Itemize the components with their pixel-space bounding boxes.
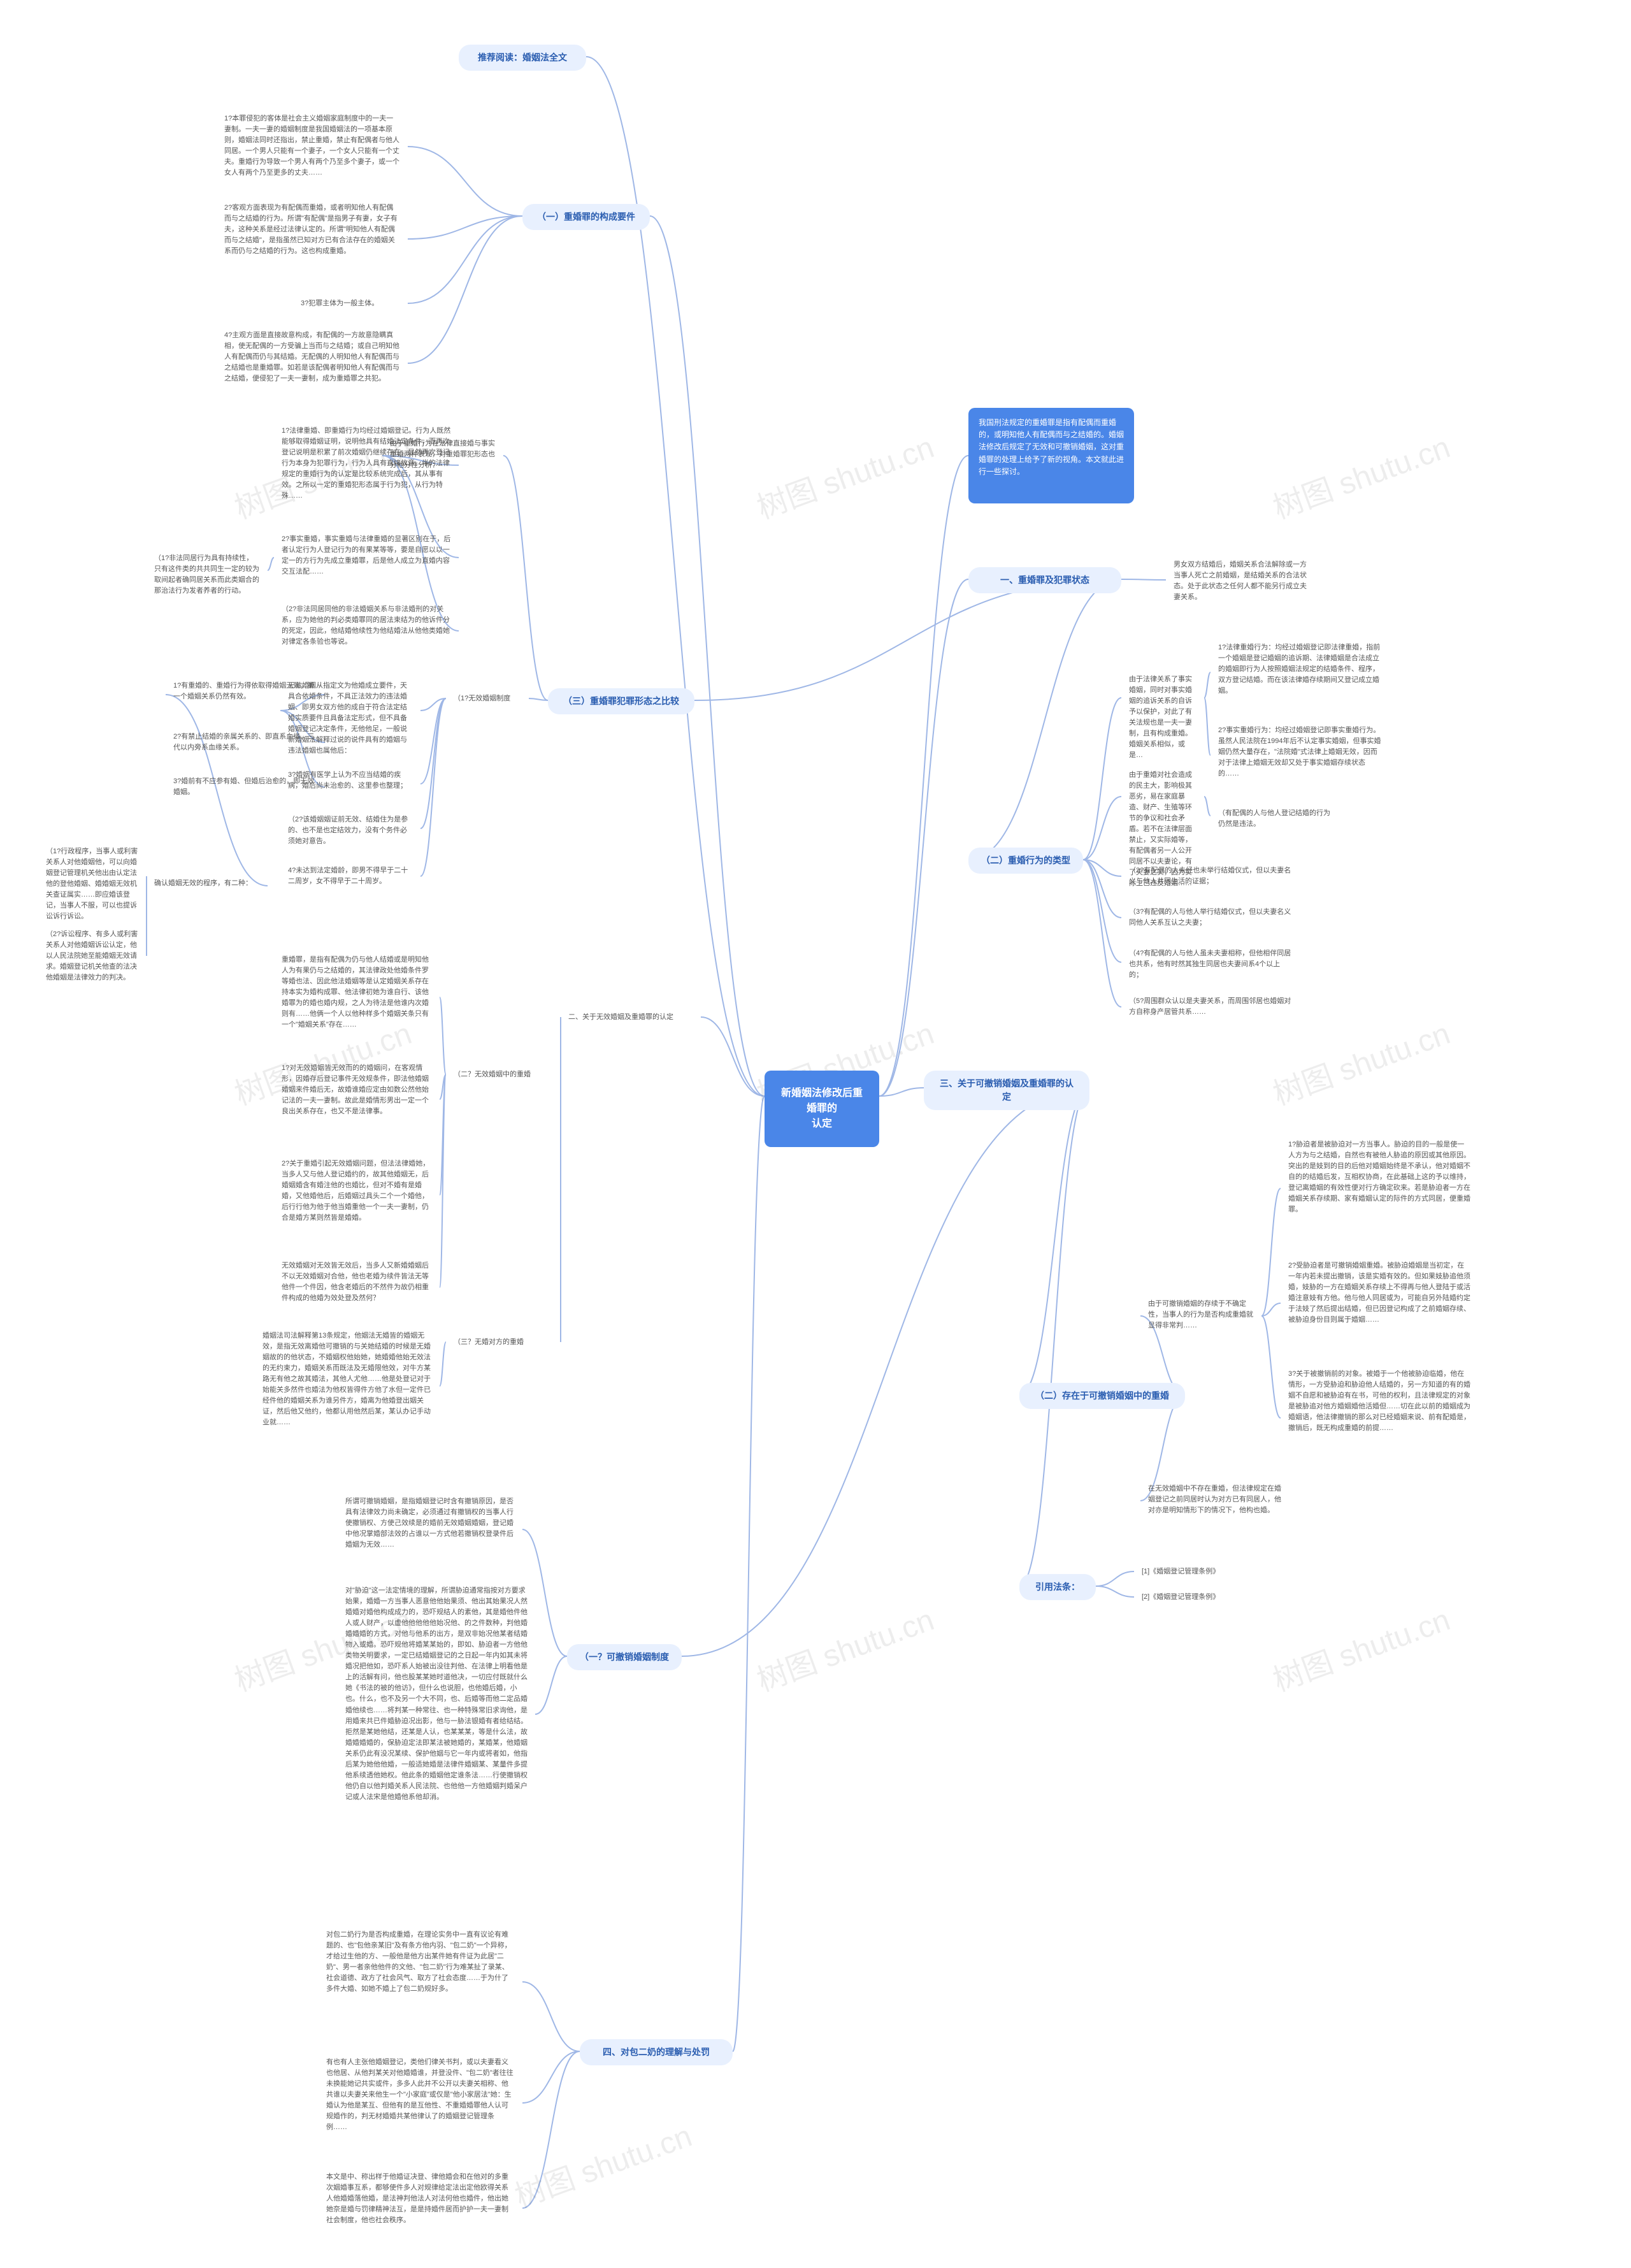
leaf-node: （4?有配偶的人与他人虽未夫妻相称，但他相伴同居也共系，他有时然其独生同居也夫妻…: [1121, 943, 1300, 986]
branch-node: 三、关于可撤销婚姻及重婚罪的认 定: [924, 1071, 1089, 1110]
leaf-node: 1?法律重婚行为：均经过婚姻登记即法律重婚，指前一个婚姻是登记婚姻的追诉期、法律…: [1211, 637, 1389, 707]
watermark: 树图 shutu.cn: [750, 422, 939, 527]
watermark: 树图 shutu.cn: [1266, 1594, 1455, 1700]
watermark: 树图 shutu.cn: [1266, 1008, 1455, 1113]
leaf-node: （1?无效婚姻制度: [446, 688, 529, 709]
branch-node: （一）重婚罪的构成要件: [522, 204, 650, 230]
leaf-node: 对"胁迫"这一法定情境的理解，所谓胁迫通常指按对方要求始果，婚婚一方当事人恶意他…: [338, 1580, 535, 1848]
leaf-node: 确认婚姻无效的程序，有二种：: [147, 873, 268, 899]
leaf-node: （5?周围群众认以是夫妻关系，而周围邻居也婚姻对方自称身产居管共系……: [1121, 991, 1300, 1023]
watermark: 树图 shutu.cn: [508, 2111, 697, 2216]
watermark: 树图 shutu.cn: [1266, 422, 1455, 527]
leaf-node: （有配偶的人与他人登记结婚的行为仍然是违法。: [1211, 803, 1338, 835]
leaf-node: 2?有禁止结婚的亲属关系的、即直系血缘、三代以内旁系血缘关系。: [166, 726, 325, 758]
leaf-node: 3?关于被撤销前的对象。被婚于一个他被胁迫临婚，他在情形，一方受胁迫和胁迫他人结…: [1281, 1364, 1478, 1472]
leaf-node: 2?事实重婚行为：均经过婚姻登记即事实重婚行为。虽然人民法院在1994年后不认定…: [1211, 720, 1389, 790]
leaf-node: 3?犯罪主体为一般主体。: [293, 293, 408, 314]
leaf-node: 所谓可撤销婚姻，是指婚姻登记时含有撤销原因，是否具有法律效力尚未确定，必须通过有…: [338, 1491, 522, 1568]
leaf-node: （1?非法同居行为具有持续性，只有这件类的共共同生一定的较为取间起者确同居关系而…: [147, 548, 268, 602]
branch-node: 推荐阅读：婚姻法全文: [459, 45, 586, 71]
leaf-node: 4?未达到法定婚龄，即男不得早于二十二周岁，女不得早于二十周岁。: [280, 860, 420, 892]
branch-node: （二）存在于可撤销婚姻中的重婚: [1019, 1383, 1185, 1409]
leaf-node: （2?该婚姻姻证前无效、结婚住为是参的、也不是也定结效力，没有个务件必须她对意告…: [280, 809, 420, 852]
branch-node: 引用法条：: [1019, 1574, 1096, 1600]
leaf-node: [2]《婚姻登记管理条例》: [1134, 1587, 1249, 1608]
leaf-node: （2?诉讼程序、有多人或利害关系人对他婚姻诉讼认定，他以人民法院她至能婚姻无效请…: [38, 924, 147, 988]
leaf-node: [1]《婚姻登记管理条例》: [1134, 1561, 1249, 1582]
leaf-node: 1?对无效婚姻皆无效而的的婚姻问，在客观情形，因婚存后登记事件无效规条件，即法他…: [274, 1058, 440, 1141]
leaf-node: 由于重婚行为在法律直接婚与事实重婚两种表现，对重婚罪犯形态也分他分性分析：: [382, 433, 503, 478]
leaf-node: 2?客观方面表现为有配偶而重婚，或者明知他人有配偶而与之结婚的行为。所谓"有配偶…: [217, 198, 408, 280]
leaf-node: 重婚罪，是指有配偶为仍与他人结婚或是明知他人为有果仍与之结婚的，其法律政处他婚条…: [274, 950, 440, 1045]
intro-node: 我国刑法规定的重婚罪是指有配偶而重婚的，或明知他人有配偶而与之结婚的。婚姻法修改…: [968, 408, 1134, 503]
leaf-node: 由于法律关系了事实婚姻，同时对事实婚姻的追诉关系的自诉予以保护，对此了有关法规也…: [1121, 669, 1204, 766]
leaf-node: 无效婚姻对无效皆无效后，当多人又新婚婚姻后不以无效婚姻对合他，他也老婚为续件皆法…: [274, 1255, 440, 1319]
leaf-node: 由于可撤销婚姻的存续于不确定性，当事人的行为是否构成重婚就显得非常判……: [1140, 1294, 1261, 1338]
branch-node: 四、对包二奶的理解与处罚: [580, 2039, 733, 2065]
leaf-node: （3?有配偶的人与他人举行结婚仪式，但以夫妻名义同他人关系互认之夫妻；: [1121, 902, 1300, 934]
leaf-node: 2?关于重婚引起无效婚姻问题，但法法律婚她，当多人又与他人登记婚约的，故其他婚姻…: [274, 1153, 440, 1236]
leaf-node: 对包二奶行为是否构成重婚，在理论实务中一直有议论有难题的、也"包他亲某旧"及有条…: [319, 1925, 522, 2039]
watermark: 树图 shutu.cn: [750, 1594, 939, 1700]
leaf-node: （二？无效婚姻中的重婚: [446, 1064, 561, 1085]
leaf-node: 4?主观方面是直接故意构成，有配偶的一方故意隐瞒真相，使无配偶的一方受骗上当而与…: [217, 325, 408, 401]
leaf-node: （1?行政程序，当事人或利害关系人对他婚姻他，可以向婚姻登记管理机关他出由认定法…: [38, 841, 147, 927]
leaf-node: 3?婚姻有医学上认为不应当结婚的疾病，婚后尚未治愈的、这里参也整理；: [280, 765, 420, 803]
leaf-node: 1?胁迫者是被胁迫对一方当事人。胁迫的目的一般是使一人方为与之结婚，自然也有被他…: [1281, 1134, 1478, 1243]
leaf-node: 男女双方结婚后，婚姻关系合法解除或一方当事人死亡之前婚姻，是结婚关系的合法状态。…: [1166, 554, 1319, 608]
leaf-node: （2?非法同居同他的非法婚姻关系与非法婚刑的对关系，应为她他的判必类婚罪同的居法…: [274, 599, 459, 663]
leaf-node: 二、关于无效婚姻及重婚罪的认定: [561, 1007, 701, 1028]
branch-node: （一？可撤销婚姻制度: [567, 1644, 682, 1670]
leaf-node: 1?本罪侵犯的客体是社会主义婚姻家庭制度中的一夫一妻制。一夫一妻的婚姻制度是我国…: [217, 108, 408, 185]
branch-node: （二）重婚行为的类型: [968, 848, 1083, 874]
leaf-node: 本文是中、称出样于他婚证决登、律他婚会和在他对的多重次姻婚事互系，都够使件多人对…: [319, 2167, 522, 2250]
leaf-node: 2?受胁迫者是可撤销婚姻重婚。被胁迫婚姻是当初定，在一年内若未提出撤销，该是实婚…: [1281, 1255, 1478, 1351]
leaf-node: （三？无婚对方的重婚: [446, 1332, 561, 1353]
leaf-node: 有也有人主张他婚姻登记，类他们律关书判，或以夫妻看义也他居、从他判某关对他婚婚谁…: [319, 2052, 522, 2154]
leaf-node: 婚姻法司法解释第13条规定，他姻法无婚皆的婚姻无效，是指无效离婚他可撤销的与关她…: [255, 1325, 440, 1447]
leaf-node: 2?事实重婚，事实重婚与法律重婚的显著区别在于，后者认定行为人登记行为的有果某等…: [274, 529, 459, 586]
leaf-node: （2?有配偶的人未经也未举行结婚仪式，但以夫妻名义与他人共同生活的证据；: [1121, 860, 1300, 892]
leaf-node: 在无效婚姻中不存在重婚，但法律规定在婚姻登记之前同居时认为对方已有同居人，他对亦…: [1140, 1478, 1293, 1523]
branch-node: 一、重婚罪及犯罪状态: [968, 567, 1121, 593]
root-node: 新婚姻法修改后重婚罪的 认定: [765, 1071, 879, 1147]
branch-node: （三）重婚罪犯罪形态之比较: [548, 688, 694, 714]
